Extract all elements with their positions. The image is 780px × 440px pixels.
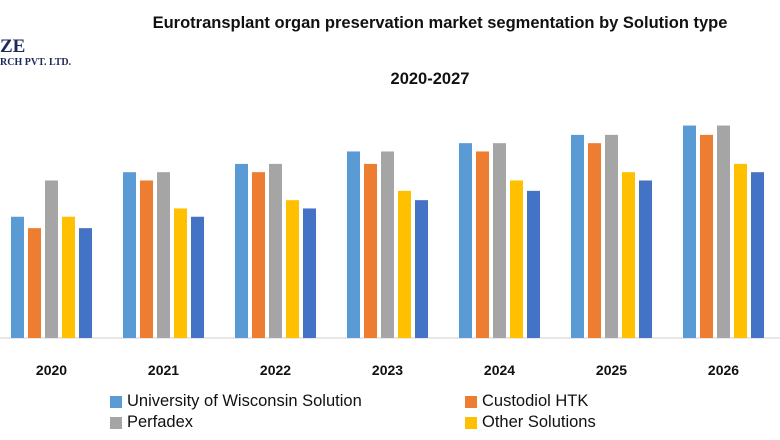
legend-label: Perfadex xyxy=(127,413,194,431)
x-tick-label: 2021 xyxy=(148,362,179,378)
bar-2023-series-3 xyxy=(381,151,394,338)
x-tick-labels: 2020 2021 2022 2023 2024 2025 2026 xyxy=(36,362,739,378)
bar-2023-series-4 xyxy=(398,190,411,338)
legend-swatch xyxy=(110,416,122,429)
bar-2024-series-2 xyxy=(476,151,489,338)
x-tick-label: 2025 xyxy=(596,362,627,378)
bar-2021-series-2 xyxy=(140,180,153,338)
bar-2025-series-5 xyxy=(639,180,652,338)
bar-2021-series-3 xyxy=(157,172,170,338)
bar-2021-series-5 xyxy=(191,216,204,338)
x-tick-label: 2022 xyxy=(260,362,291,378)
legend-label: Custodiol HTK xyxy=(482,392,589,410)
legend-swatch xyxy=(110,395,122,408)
bar-2021-series-1 xyxy=(123,172,136,338)
legend-label: University of Wisconsin Solution xyxy=(127,392,362,410)
bars-group xyxy=(11,125,764,338)
bar-2025-series-1 xyxy=(571,134,584,338)
bar-2026-series-4 xyxy=(734,163,747,338)
chart-title: Eurotransplant organ preservation market… xyxy=(152,14,728,32)
bar-2022-series-4 xyxy=(286,200,299,338)
bar-2020-series-1 xyxy=(11,216,24,338)
legend-swatch xyxy=(465,395,477,408)
bar-2026-series-3 xyxy=(717,125,730,338)
x-tick-label: 2023 xyxy=(372,362,403,378)
bar-2024-series-4 xyxy=(510,180,523,338)
bar-2022-series-2 xyxy=(252,172,265,338)
legend: University of Wisconsin Solution Custodio… xyxy=(110,392,670,432)
bar-2020-series-2 xyxy=(28,228,41,338)
bar-2026-series-5 xyxy=(751,172,764,338)
bar-2022-series-1 xyxy=(235,163,248,338)
legend-item: Perfadex xyxy=(110,413,465,432)
bar-2022-series-3 xyxy=(269,163,282,338)
bar-2024-series-1 xyxy=(459,143,472,338)
legend-label: Other Solutions xyxy=(482,413,596,431)
chart-subtitle: 2020-2027 xyxy=(390,70,470,88)
logo-text: ZE xyxy=(0,36,26,57)
bar-2024-series-5 xyxy=(527,190,540,338)
bar-2026-series-1 xyxy=(683,125,696,338)
bar-2022-series-5 xyxy=(303,208,316,338)
bar-2020-series-4 xyxy=(62,216,75,338)
bar-2024-series-3 xyxy=(493,143,506,338)
bar-2025-series-3 xyxy=(605,134,618,338)
bar-2023-series-1 xyxy=(347,151,360,338)
bar-2026-series-2 xyxy=(700,134,713,338)
legend-item: Custodiol HTK xyxy=(465,392,665,411)
x-tick-label: 2026 xyxy=(708,362,739,378)
bar-2021-series-4 xyxy=(174,208,187,338)
legend-item: Other Solutions xyxy=(465,413,665,432)
bar-2020-series-5 xyxy=(79,228,92,338)
bar-2020-series-3 xyxy=(45,180,58,338)
bar-2023-series-5 xyxy=(415,200,428,338)
logo-subtext: RCH PVT. LTD. xyxy=(0,57,72,68)
legend-swatch xyxy=(465,416,477,429)
x-tick-label: 2020 xyxy=(36,362,67,378)
bar-2023-series-2 xyxy=(364,163,377,338)
legend-item: University of Wisconsin Solution xyxy=(110,392,465,411)
x-tick-label: 2024 xyxy=(484,362,515,378)
bar-2025-series-4 xyxy=(622,172,635,338)
bar-2025-series-2 xyxy=(588,143,601,338)
